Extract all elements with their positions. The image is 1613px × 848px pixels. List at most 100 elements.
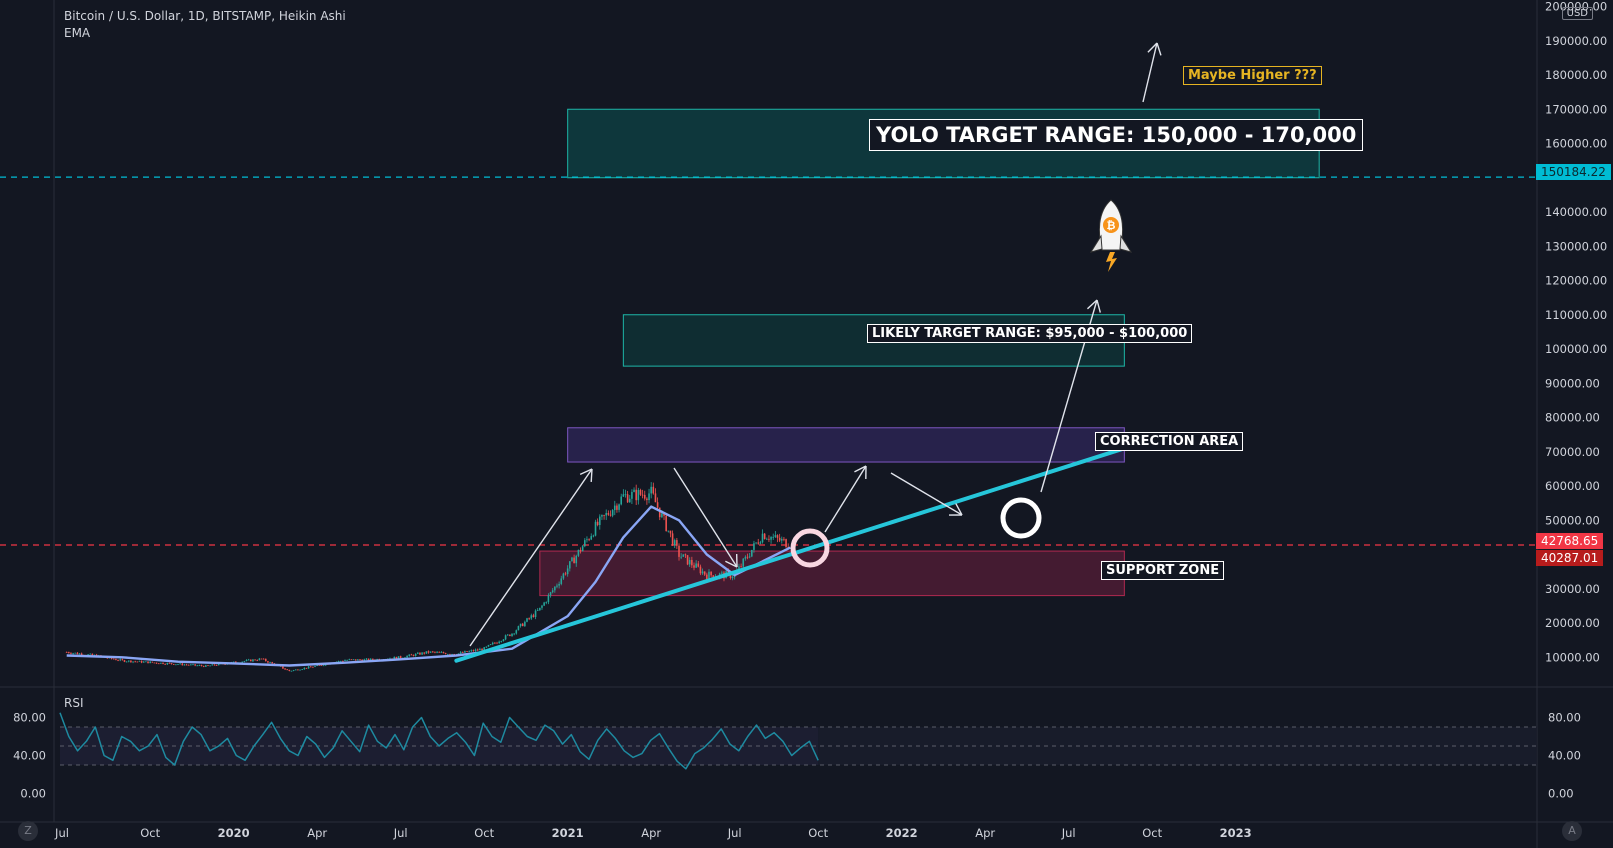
candle-body (160, 662, 162, 664)
candle-body (241, 661, 244, 663)
time-axis-label: Oct (808, 826, 828, 840)
candle-body (474, 649, 477, 652)
candle-body (125, 661, 128, 663)
price-axis-label: 140000.00 (1545, 205, 1607, 219)
candle-body (785, 539, 787, 548)
candle-body (509, 634, 511, 636)
time-axis-label: 2023 (1220, 826, 1252, 840)
candle-body (316, 665, 318, 666)
candle-body (620, 496, 623, 505)
price-axis-label: 10000.00 (1545, 650, 1600, 664)
candle-body (187, 664, 190, 666)
candle-body (622, 494, 625, 497)
auto-scale-z-button[interactable]: Z (18, 821, 38, 841)
candle-body (294, 669, 297, 671)
candle-body (117, 660, 119, 661)
candle-body (406, 655, 408, 658)
arrow-head (955, 503, 963, 516)
candle-body (421, 652, 423, 655)
candle-body (628, 498, 631, 503)
candle-body (127, 660, 130, 662)
candle-body (648, 493, 650, 501)
price-axis-label: 110000.00 (1545, 308, 1607, 322)
rsi-title[interactable]: RSI (64, 696, 84, 710)
candle-body (560, 578, 563, 584)
rsi-left-axis-label: 80.00 (13, 711, 46, 725)
candle-body (588, 539, 590, 541)
candle-body (504, 635, 507, 640)
candle-body (609, 514, 612, 516)
candle-body (372, 658, 374, 660)
candle-body (119, 659, 122, 661)
candle-body (121, 659, 124, 661)
candle-body (573, 557, 575, 564)
candle-body (598, 516, 601, 526)
rsi-line (59, 712, 819, 770)
candle-body (115, 659, 117, 661)
candle-body (772, 536, 775, 538)
indicator-name[interactable]: EMA (64, 26, 91, 40)
rsi-right-axis-label: 40.00 (1548, 749, 1581, 763)
chart-legend: Bitcoin / U.S. Dollar, 1D, BITSTAMP, Hei… (64, 8, 346, 42)
candle-body (611, 510, 614, 516)
candle-body (444, 653, 447, 655)
candle-body (192, 664, 194, 666)
candle-body (367, 658, 370, 661)
candle-body (613, 505, 616, 511)
candle-body (682, 554, 685, 557)
candle-body (438, 651, 441, 653)
candle-body (571, 557, 573, 562)
time-axis-label: Oct (140, 826, 160, 840)
last-price-tag: 42768.65 (1536, 533, 1604, 549)
rocket-flame (1106, 252, 1117, 272)
candle-body (449, 653, 451, 655)
trendline[interactable] (454, 446, 1127, 663)
candle-body (748, 556, 751, 558)
candle-body (155, 662, 158, 664)
candle-body (459, 652, 462, 654)
candle-body (541, 605, 543, 608)
candle-body (757, 542, 760, 544)
candle-body (365, 658, 368, 660)
candle-body (710, 571, 712, 576)
candle-body (207, 665, 209, 667)
candle-body (558, 583, 560, 586)
rsi-right-axis-label: 80.00 (1548, 711, 1581, 725)
projection-arrow-4 (890, 472, 963, 516)
candle-body (136, 661, 139, 663)
candle-body (594, 521, 597, 536)
currency-badge[interactable]: USD (1561, 7, 1593, 20)
price-axis-label: 90000.00 (1545, 376, 1600, 390)
candle-body (654, 493, 657, 503)
candle-body (631, 491, 633, 499)
candle-body (581, 546, 584, 552)
candle-body (224, 663, 226, 665)
candle-body (768, 538, 770, 540)
candle-body (357, 659, 359, 661)
candle-body (190, 664, 192, 666)
candle-body (658, 507, 661, 518)
candle-body (451, 653, 453, 655)
candle-body (170, 663, 173, 664)
candle-body (738, 566, 740, 571)
candle-body (468, 651, 470, 652)
candle-body (663, 513, 665, 516)
bitcoin-symbol: ₿ (1107, 219, 1116, 232)
candle-body (584, 540, 586, 547)
symbol-title[interactable]: Bitcoin / U.S. Dollar, 1D, BITSTAMP, Hei… (64, 9, 346, 23)
candle-body (200, 665, 203, 667)
candle-body (688, 559, 691, 565)
candle-body (425, 651, 428, 654)
zone-support-zone (539, 550, 1125, 597)
price-axis-label: 60000.00 (1545, 479, 1600, 493)
price-axis-label: 170000.00 (1545, 102, 1607, 116)
candle-body (746, 556, 749, 558)
candle-body (481, 648, 483, 651)
candle-body (547, 595, 550, 603)
rsi-left-axis-label: 0.00 (20, 787, 46, 801)
candle-body (543, 602, 545, 606)
candle-body (759, 542, 762, 544)
arrow-head (579, 468, 593, 476)
auto-scale-a-button[interactable]: A (1562, 821, 1582, 841)
